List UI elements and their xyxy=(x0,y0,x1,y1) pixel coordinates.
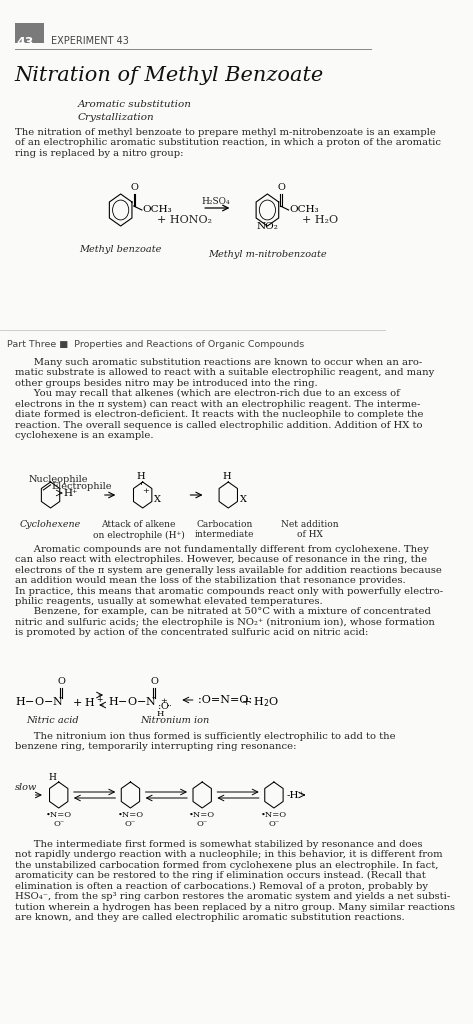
Text: The nitronium ion thus formed is sufficiently electrophilic to add to the
benzen: The nitronium ion thus formed is suffici… xyxy=(15,732,395,752)
Text: Crystallization: Crystallization xyxy=(78,113,154,122)
Text: H$-$O$-$N: H$-$O$-$N xyxy=(108,695,156,707)
Text: The nitration of methyl benzoate to prepare methyl m-nitrobenzoate is an example: The nitration of methyl benzoate to prep… xyxy=(15,128,441,158)
Text: •N=O: •N=O xyxy=(261,811,287,819)
Text: Electrophile: Electrophile xyxy=(51,482,112,490)
Text: O: O xyxy=(277,183,285,193)
Text: + H$^+$: + H$^+$ xyxy=(65,695,104,711)
Text: O: O xyxy=(150,677,158,686)
Text: Methyl benzoate: Methyl benzoate xyxy=(79,245,162,254)
Text: Nitronium ion: Nitronium ion xyxy=(140,716,210,725)
Text: NO₂: NO₂ xyxy=(256,222,278,231)
Text: H$-$O$-$N: H$-$O$-$N xyxy=(15,695,63,707)
Text: :O=N=O:: :O=N=O: xyxy=(198,695,256,705)
Text: + H₂O: + H₂O xyxy=(302,215,338,225)
Text: Nitric acid: Nitric acid xyxy=(26,716,79,725)
Text: 43: 43 xyxy=(16,36,34,49)
Text: H⁺: H⁺ xyxy=(63,488,78,498)
Text: +: + xyxy=(142,487,149,495)
Text: Net addition
of HX: Net addition of HX xyxy=(281,520,339,540)
Text: X: X xyxy=(154,495,161,504)
Text: O⁻: O⁻ xyxy=(268,820,280,828)
Text: Attack of alkene
on electrophile (H⁺): Attack of alkene on electrophile (H⁺) xyxy=(93,520,184,540)
Text: O⁻: O⁻ xyxy=(125,820,136,828)
Text: •N=O: •N=O xyxy=(117,811,143,819)
Text: H: H xyxy=(156,710,164,718)
FancyBboxPatch shape xyxy=(15,23,44,43)
Text: •N=O: •N=O xyxy=(189,811,215,819)
Text: -H⁺: -H⁺ xyxy=(287,791,305,800)
Text: +: + xyxy=(160,697,166,705)
Text: H: H xyxy=(222,472,231,481)
Text: Aromatic substitution: Aromatic substitution xyxy=(78,100,191,109)
Text: Nitration of Methyl Benzoate: Nitration of Methyl Benzoate xyxy=(15,66,324,85)
Text: X: X xyxy=(240,495,247,504)
Text: O: O xyxy=(131,183,139,193)
Text: Methyl m-nitrobenzoate: Methyl m-nitrobenzoate xyxy=(208,250,327,259)
Text: EXPERIMENT 43: EXPERIMENT 43 xyxy=(51,36,129,46)
Text: O⁻: O⁻ xyxy=(197,820,208,828)
Text: H: H xyxy=(48,773,56,782)
Text: :O$\ddot{}$: :O$\ddot{}$ xyxy=(158,700,173,711)
Text: H: H xyxy=(137,472,145,481)
Text: The intermediate first formed is somewhat stabilized by resonance and does
not r: The intermediate first formed is somewha… xyxy=(15,840,455,922)
Text: H₂SO₄: H₂SO₄ xyxy=(202,197,230,206)
Text: O: O xyxy=(57,677,65,686)
Text: Part Three ■  Properties and Reactions of Organic Compounds: Part Three ■ Properties and Reactions of… xyxy=(7,340,304,349)
Text: •N=O: •N=O xyxy=(45,811,72,819)
Text: Nucleophile: Nucleophile xyxy=(29,475,88,484)
Text: OCH₃: OCH₃ xyxy=(289,206,319,214)
Text: Many such aromatic substitution reactions are known to occur when an aro-
matic : Many such aromatic substitution reaction… xyxy=(15,358,434,440)
Text: O⁻: O⁻ xyxy=(53,820,64,828)
Text: OCH₃: OCH₃ xyxy=(143,206,172,214)
Text: slow: slow xyxy=(15,783,37,792)
Text: Carbocation
intermediate: Carbocation intermediate xyxy=(194,520,254,540)
Text: Cyclohexene: Cyclohexene xyxy=(20,520,81,529)
Text: + H$_2$O: + H$_2$O xyxy=(240,695,279,709)
Text: + HONO₂: + HONO₂ xyxy=(157,215,211,225)
Text: Aromatic compounds are not fundamentally different from cyclohexene. They
can al: Aromatic compounds are not fundamentally… xyxy=(15,545,443,637)
